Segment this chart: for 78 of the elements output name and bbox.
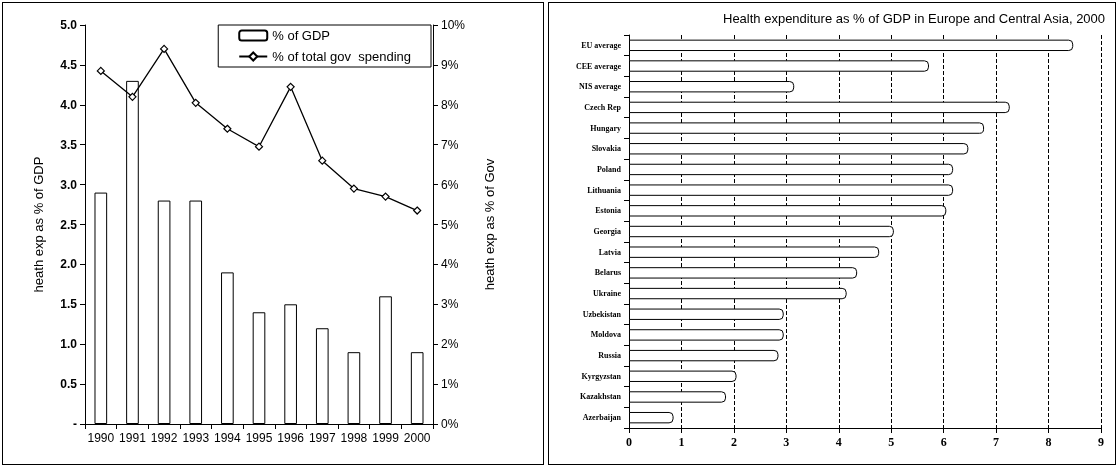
y-tick-label: 3.0 [60,177,78,192]
x-tick-label: 4 [835,435,842,449]
y2-tick-label: 8% [441,97,459,112]
x-tick-label: 8 [1045,435,1052,449]
y-tick-label: 1.0 [60,337,78,352]
x-tick-label: 6 [940,435,947,449]
y-tick-label: Lithuania [587,185,621,195]
x-tick-label: 3 [783,435,790,449]
y-tick-label: NIS average [579,82,622,92]
y2-tick-label: 2% [441,337,459,352]
y2-axis-title: heath exp as % of Gov [482,158,497,291]
point [381,192,390,201]
y-tick-label: 0.5 [60,377,78,392]
x-tick-label: 1998 [340,431,368,445]
y2-tick-label: 0% [441,417,459,431]
y-tick-label: Hungary [590,123,621,133]
y-tick-label: Kyrgyzstan [581,371,622,381]
legend-label: % of total gov spending [272,49,412,64]
y-axis-title: heath exp as % of GDP [31,156,46,293]
y-tick-label: Uzbekistan [582,309,622,319]
y-tick-label: Poland [596,164,622,174]
point [128,92,137,101]
y-tick-label: Moldova [590,330,621,340]
x-tick-label: 1997 [308,431,336,445]
y-tick-label: Russia [598,351,621,361]
point [191,98,200,107]
y-tick-label: - [73,417,77,431]
point [159,44,169,54]
y2-tick-label: 9% [441,57,459,72]
x-tick-label: 1995 [245,431,273,445]
x-tick-label: 1991 [119,431,147,445]
y-tick-label: Belarus [594,268,621,278]
point [96,66,105,75]
x-tick-label: 1990 [87,431,115,445]
y2-tick-label: 6% [441,177,459,192]
x-tick-label: 1994 [214,431,242,445]
y-tick-label: Czech Rep [584,102,622,112]
y-tick-label: 1.5 [60,297,78,312]
y2-tick-label: 5% [441,217,459,232]
point [286,82,295,91]
x-tick-label: 1999 [372,431,400,445]
y-tick-label: Estonia [595,206,621,216]
y-tick-label: 2.5 [60,217,78,232]
y2-tick-label: 4% [441,257,459,272]
y2-tick-label: 10% [441,18,466,32]
y-tick-label: Georgia [593,227,621,236]
y2-tick-label: 7% [441,137,459,152]
y2-tick-label: 3% [441,297,459,312]
x-tick-label: 7 [993,435,1000,449]
point [413,206,422,215]
chart-title: Health expenditure as % of GDP in Europe and Central Asia, 2000 [723,11,1106,26]
point [349,184,359,193]
legend-label: % of GDP [272,28,331,43]
x-tick-label: 2000 [403,431,431,445]
x-tick-label: 1 [678,435,685,449]
y-tick-label: 4.5 [60,57,78,72]
x-tick-label: 9 [1098,435,1104,449]
x-tick-label: 5 [888,435,895,449]
y-tick-label: 3.5 [60,137,78,152]
point [223,124,232,133]
y-tick-label: Latvia [598,247,621,257]
y-tick-label: Kazakhstan [580,392,622,402]
point [318,156,327,165]
y-tick-label: 5.0 [60,18,78,32]
x-tick-label: 1996 [277,431,305,445]
x-tick-label: 0 [626,435,632,449]
x-tick-label: 1993 [182,431,210,445]
y-tick-label: CEE average [575,61,622,71]
y-tick-label: Ukraine [593,289,622,299]
y-tick-label: 2.0 [60,257,78,272]
point [254,142,264,151]
x-tick-label: 1992 [150,431,178,445]
y-tick-label: EU average [581,40,622,50]
y-tick-label: Slovakia [591,144,621,154]
y-tick-label: Azerbaijan [582,413,622,423]
y2-tick-label: 1% [441,377,459,392]
x-tick-label: 2 [730,435,737,449]
y-tick-label: 4.0 [60,97,78,112]
